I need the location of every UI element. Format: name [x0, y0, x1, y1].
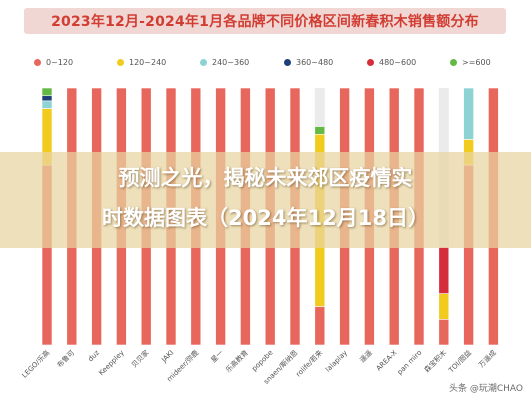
legend-label: 0~120: [46, 58, 74, 67]
legend-label: 240~360: [212, 58, 250, 67]
category-label: popobe: [250, 349, 274, 373]
category-label: 森宝积木: [422, 348, 448, 374]
bar-segment: [41, 87, 53, 97]
legend: 0~120 120~240 240~360 360~480 480~600 >=600: [22, 58, 522, 74]
legend-item: 480~600: [367, 58, 416, 67]
category-label: duz: [86, 349, 101, 364]
category-label: 万遥成: [477, 348, 498, 369]
bar-segment: [438, 293, 450, 320]
category-label: 遥遥: [358, 348, 374, 364]
legend-label: 360~480: [296, 58, 334, 67]
bar-segment: [438, 247, 450, 294]
category-label: lalaplay: [324, 349, 349, 374]
legend-item: 120~240: [117, 58, 166, 67]
category-label: 贝贝家: [129, 348, 150, 369]
category-label: rolife/若来: [294, 348, 324, 378]
legend-item: 240~360: [200, 58, 249, 67]
category-label: LEGO/乐高: [20, 348, 52, 380]
category-label: 乐高教育: [224, 348, 250, 374]
legend-swatch: [34, 59, 41, 66]
legend-item: 0~120: [34, 58, 73, 67]
chart-title-banner: 2023年12月-2024年1月各品牌不同价格区间新春积木销售额分布: [24, 8, 506, 34]
category-label: JAKI: [160, 349, 176, 365]
category-label: TOI/图益: [446, 348, 473, 375]
legend-label: 120~240: [129, 58, 167, 67]
category-label: 星一: [209, 349, 225, 365]
headline-overlay: 预测之光，揭秘未来郊区疫情实 时数据图表（2024年12月18日）: [0, 152, 531, 248]
legend-item: >=600: [450, 58, 491, 67]
headline-line-2: 时数据图表（2024年12月18日）: [102, 206, 429, 230]
headline-line-1: 预测之光，揭秘未来郊区疫情实: [118, 166, 413, 190]
legend-label: 480~600: [379, 58, 417, 67]
bar-segment: [463, 87, 474, 140]
chart-title: 2023年12月-2024年1月各品牌不同价格区间新春积木销售额分布: [51, 14, 479, 30]
bar-segment: [41, 100, 53, 109]
bar-segment: [314, 126, 326, 135]
bar-segment: [438, 318, 450, 346]
legend-label: >=600: [462, 58, 491, 67]
category-label: AREA-X: [375, 349, 399, 373]
legend-item: 360~480: [284, 58, 333, 67]
category-label: pan miro: [396, 349, 424, 377]
legend-swatch: [367, 59, 374, 66]
category-label: 布鲁可: [55, 348, 76, 369]
bar-segment: [41, 95, 53, 102]
legend-swatch: [200, 59, 207, 66]
category-label: Keeppley: [97, 349, 125, 377]
legend-swatch: [284, 59, 291, 66]
legend-swatch: [450, 59, 457, 66]
legend-swatch: [117, 59, 124, 66]
bar-segment: [314, 306, 326, 346]
watermark: 头条 @玩潮CHAO: [449, 384, 523, 394]
